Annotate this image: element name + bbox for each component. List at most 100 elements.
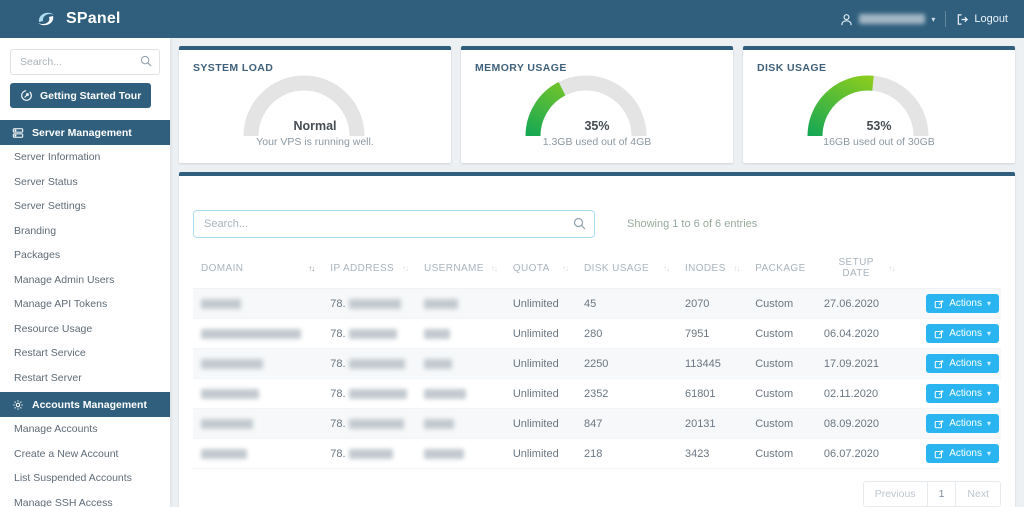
- table-row: 78. Unlimited 2250 113445 Custom 17.09.2…: [193, 348, 1001, 379]
- gauge-value: 53%: [866, 119, 892, 133]
- domain-redacted: [201, 388, 259, 399]
- sidebar-item-list-suspended-accounts[interactable]: List Suspended Accounts: [14, 472, 132, 484]
- sidebar-item-server-settings[interactable]: Server Settings: [14, 200, 86, 212]
- domain-redacted: [201, 298, 241, 309]
- sidebar-item-server-information[interactable]: Server Information: [14, 151, 101, 163]
- inodes-cell: 2070: [676, 288, 748, 319]
- card-title: DISK USAGE: [757, 62, 827, 74]
- brand[interactable]: SPanel: [34, 7, 121, 31]
- sort-icon[interactable]: ↑↓: [401, 263, 409, 273]
- package-cell: Custom: [747, 318, 816, 349]
- divider: [945, 11, 947, 27]
- sidebar-item-manage-admin-users[interactable]: Manage Admin Users: [14, 273, 115, 286]
- sidebar-section-server-management[interactable]: Server Management: [0, 120, 170, 145]
- user-menu[interactable]: ▾: [840, 13, 935, 26]
- ip-redacted: [348, 448, 393, 459]
- package-cell: Custom: [747, 378, 816, 409]
- table-row: 78. Unlimited 280 7951 Custom 06.04.2020…: [193, 318, 1001, 349]
- search-icon: [140, 55, 152, 67]
- col-header-disk-usage[interactable]: DISK USAGE ↑↓: [575, 248, 677, 289]
- col-header-package[interactable]: PACKAGE: [747, 248, 816, 289]
- gauge-sublabel: 1.3GB used out of 4GB: [542, 136, 652, 148]
- table-search-input[interactable]: [193, 210, 595, 238]
- main-content: SYSTEM LOAD Normal Your VPS is running w…: [170, 38, 1024, 507]
- actions-button[interactable]: Actions ▾: [926, 414, 999, 433]
- sort-icon[interactable]: ↑↓: [888, 263, 895, 273]
- user-icon: [840, 13, 853, 26]
- col-header-ip-address[interactable]: IP ADDRESS ↑↓: [322, 248, 416, 289]
- actions-button[interactable]: Actions ▾: [926, 324, 999, 343]
- actions-button[interactable]: Actions ▾: [926, 294, 999, 313]
- quota-cell: Unlimited: [504, 318, 576, 349]
- sidebar-item-branding[interactable]: Branding: [14, 224, 57, 237]
- sidebar-item-manage-accounts[interactable]: Manage Accounts: [14, 423, 98, 435]
- sort-icon[interactable]: ↑↓: [733, 263, 740, 273]
- sort-icon[interactable]: ↑↓: [561, 263, 569, 273]
- sidebar-item-packages[interactable]: Packages: [14, 249, 61, 261]
- sort-icon[interactable]: ↑↓: [308, 263, 315, 273]
- disk-usage-cell: 2352: [575, 378, 677, 409]
- pagination-page-1-button[interactable]: 1: [927, 481, 957, 507]
- table-row: 78. Unlimited 218 3423 Custom 06.07.2020…: [193, 438, 1001, 469]
- getting-started-tour-button[interactable]: Getting Started Tour: [10, 83, 152, 108]
- sidebar-item-resource-usage[interactable]: Resource Usage: [14, 322, 93, 335]
- col-header-setup-date[interactable]: SETUP DATE ↑↓: [815, 248, 903, 289]
- col-header-inodes[interactable]: INODES ↑↓: [676, 248, 748, 289]
- setup-date-cell: 06.07.2020: [815, 438, 903, 469]
- pagination-next-button[interactable]: Next: [956, 481, 1001, 507]
- sort-icon[interactable]: ↑↓: [490, 263, 498, 273]
- quota-cell: Unlimited: [504, 348, 576, 379]
- actions-button[interactable]: Actions ▾: [926, 354, 999, 373]
- package-cell: Custom: [747, 348, 816, 379]
- entries-count-text: Showing 1 to 6 of 6 entries: [627, 218, 758, 230]
- quota-cell: Unlimited: [504, 438, 576, 469]
- edit-icon: [934, 389, 944, 398]
- edit-icon: [934, 359, 944, 368]
- username-redacted: [859, 14, 926, 24]
- logout-label: Logout: [974, 13, 1008, 25]
- sidebar-item-restart-service[interactable]: Restart Service: [14, 347, 86, 359]
- setup-date-cell: 17.09.2021: [815, 348, 903, 379]
- table-row: 78. Unlimited 847 20131 Custom 08.09.202…: [193, 408, 1001, 439]
- col-header-username[interactable]: USERNAME ↑↓: [415, 248, 505, 289]
- edit-icon: [934, 449, 944, 458]
- sidebar-item-manage-api-tokens[interactable]: Manage API Tokens: [14, 298, 108, 310]
- brand-name: SPanel: [66, 10, 121, 27]
- server-icon: [12, 127, 24, 139]
- inodes-cell: 113445: [676, 348, 748, 379]
- username-redacted: [423, 328, 450, 339]
- system-load-card: SYSTEM LOAD Normal Your VPS is running w…: [179, 46, 451, 163]
- gauge-value: Normal: [293, 119, 337, 133]
- sidebar-search-input[interactable]: [10, 49, 160, 75]
- disk-usage-cell: 2250: [575, 348, 677, 379]
- sidebar-item-server-status[interactable]: Server Status: [14, 175, 78, 188]
- sidebar-item-manage-ssh-access[interactable]: Manage SSH Access: [14, 496, 113, 507]
- card-title: SYSTEM LOAD: [193, 62, 274, 74]
- col-header-quota[interactable]: QUOTA ↑↓: [504, 248, 576, 289]
- sidebar-section-accounts-management[interactable]: Accounts Management: [0, 392, 170, 417]
- setup-date-cell: 02.11.2020: [815, 378, 903, 409]
- top-navbar: SPanel ▾ Logout: [0, 0, 1024, 38]
- actions-button[interactable]: Actions ▾: [926, 444, 999, 463]
- pagination-previous-button[interactable]: Previous: [862, 481, 928, 507]
- inodes-cell: 61801: [676, 378, 748, 409]
- ip-redacted: [348, 298, 401, 309]
- actions-button[interactable]: Actions ▾: [926, 384, 999, 403]
- gauge-sublabel: 16GB used out of 30GB: [823, 136, 935, 148]
- col-header-domain[interactable]: DOMAIN ↑↓: [193, 248, 323, 289]
- quota-cell: Unlimited: [504, 288, 576, 319]
- sidebar-item-create-a-new-account[interactable]: Create a New Account: [14, 447, 119, 460]
- tour-compass-icon: [20, 89, 33, 102]
- disk-usage-cell: 45: [575, 288, 677, 319]
- chevron-down-icon: ▾: [931, 14, 936, 24]
- domain-redacted: [201, 358, 263, 369]
- sort-icon[interactable]: ↑↓: [662, 263, 670, 273]
- domain-redacted: [201, 448, 247, 459]
- ip-redacted: [348, 358, 405, 369]
- package-cell: Custom: [747, 438, 816, 469]
- domain-redacted: [201, 418, 253, 429]
- logout-button[interactable]: Logout: [956, 13, 1008, 26]
- setup-date-cell: 27.06.2020: [815, 288, 903, 319]
- table-row: 78. Unlimited 45 2070 Custom 27.06.2020 …: [193, 288, 1001, 319]
- sidebar-item-restart-server[interactable]: Restart Server: [14, 371, 82, 384]
